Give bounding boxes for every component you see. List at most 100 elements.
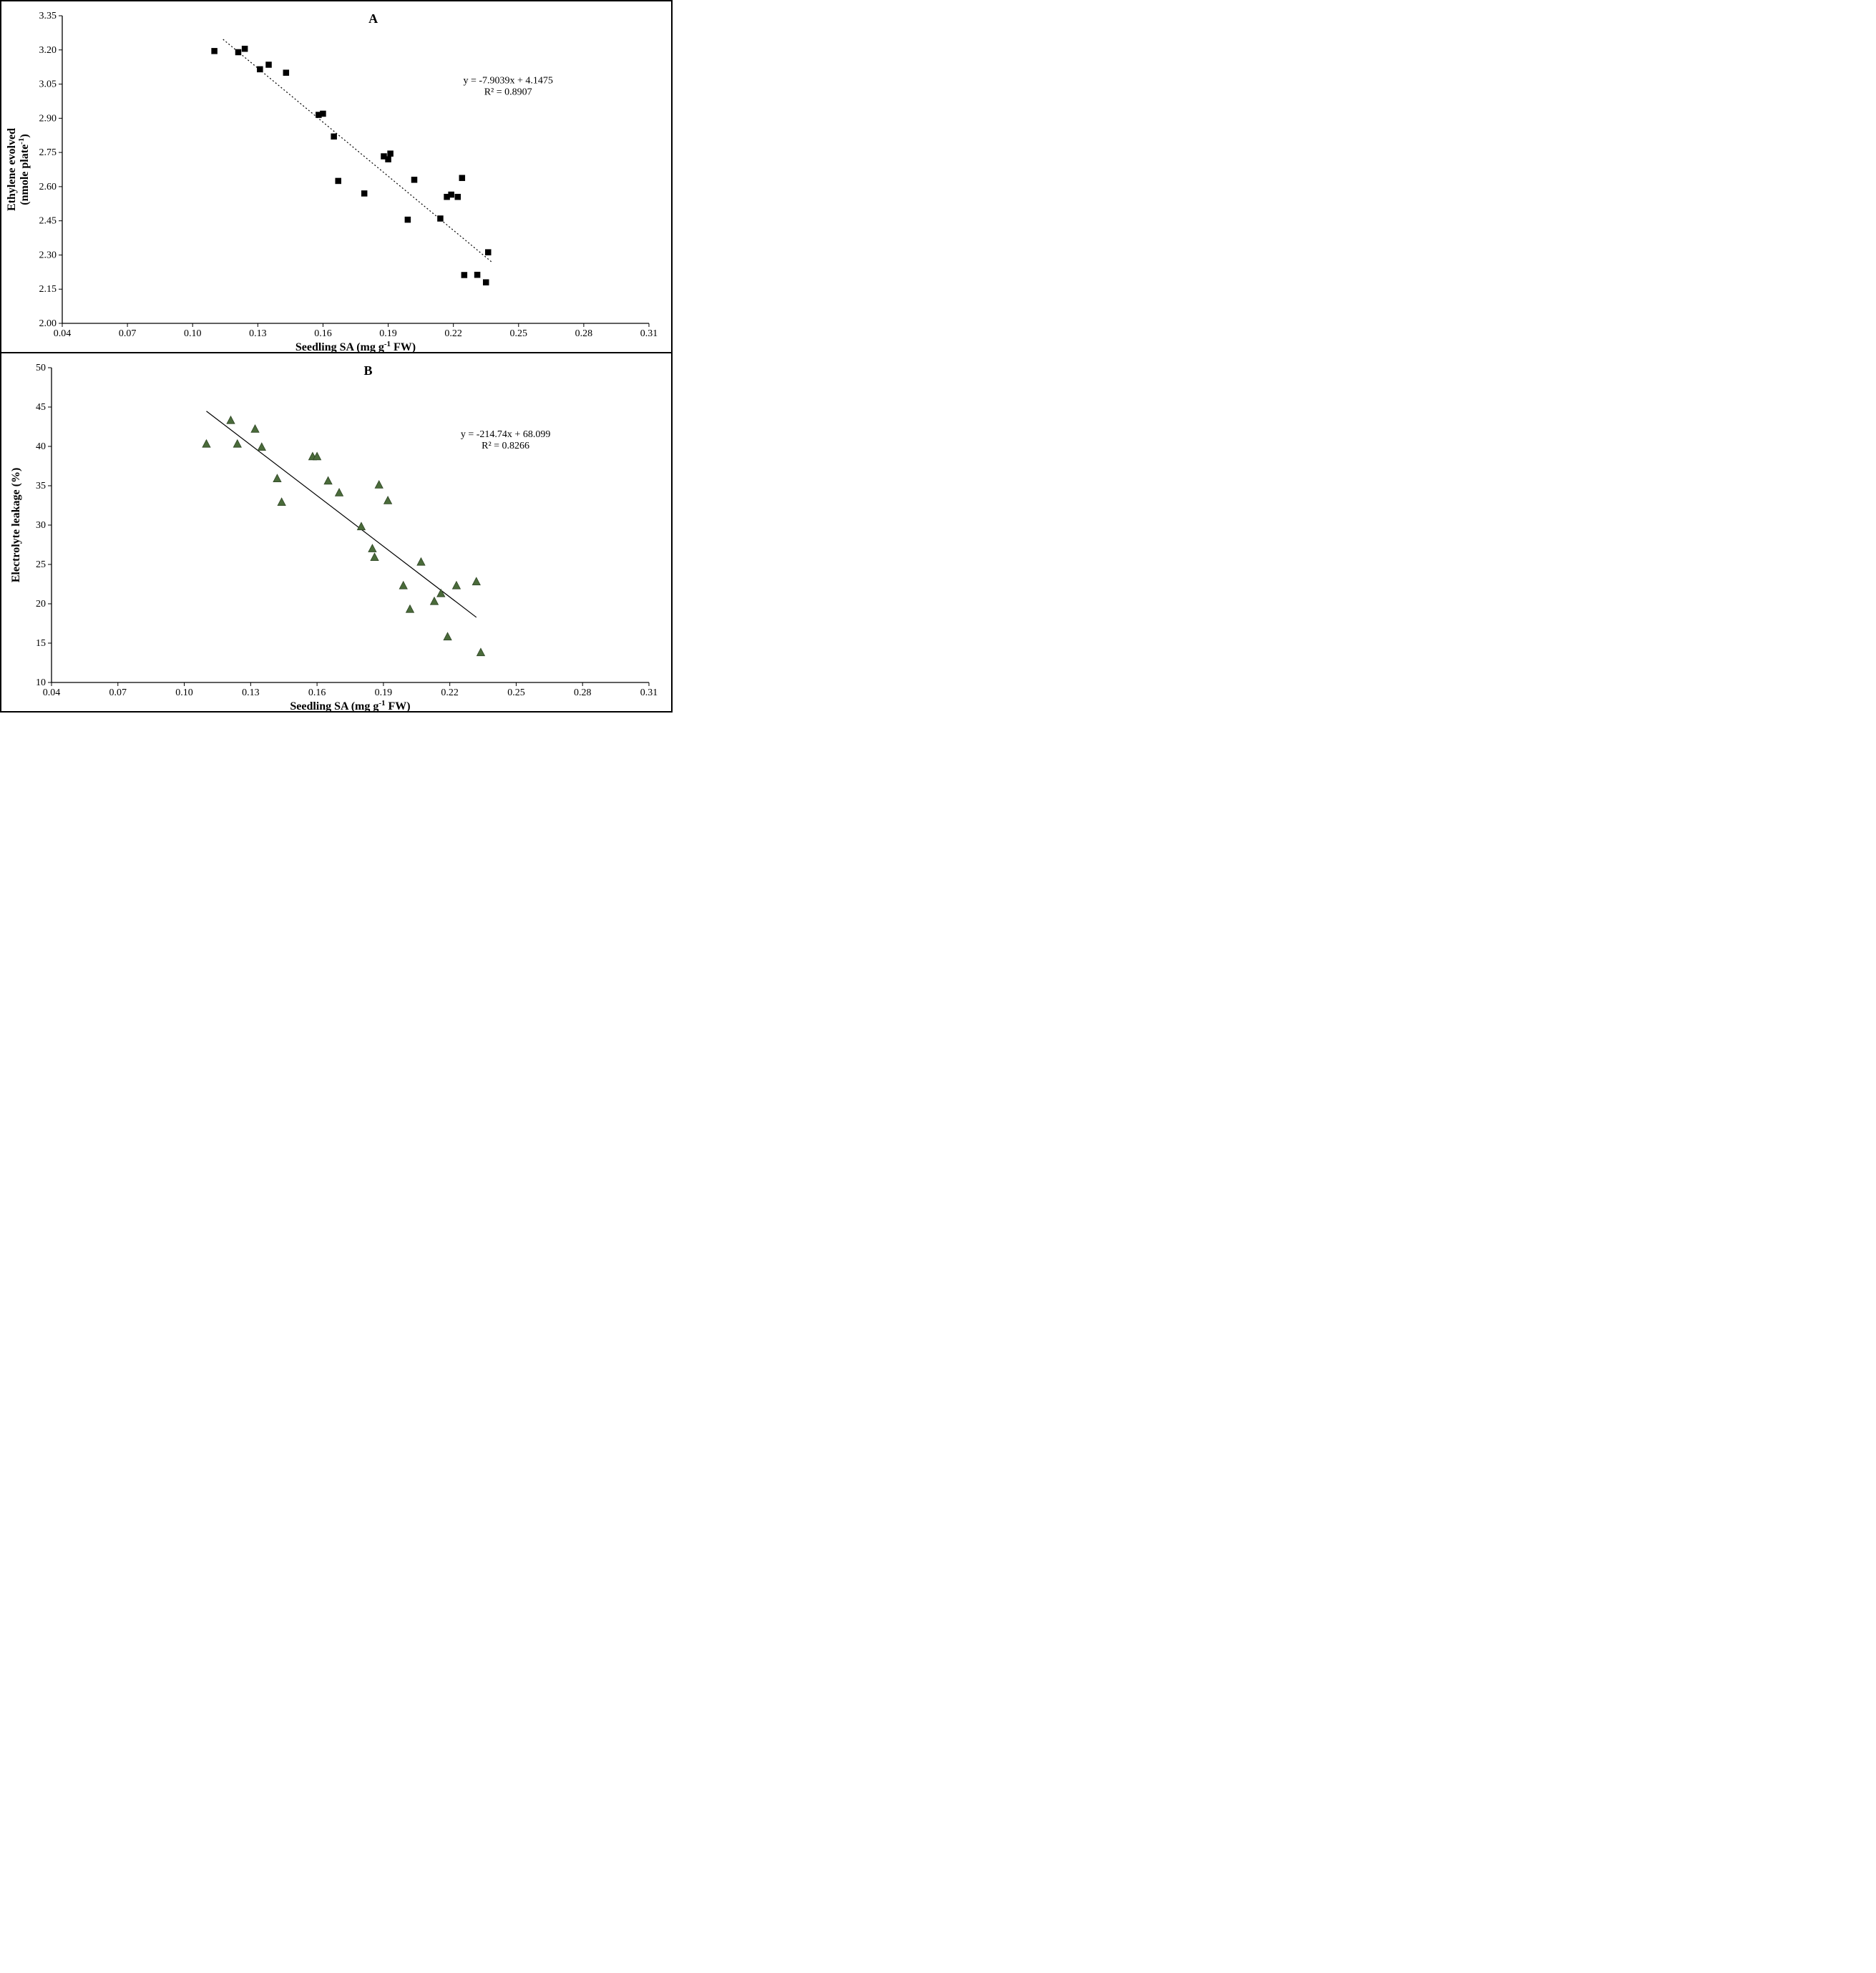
panel-b: 0.04 0.07 0.10 0.13 0.16 0.19 0.22 0.25 0.28 0.31… [1, 353, 671, 711]
y-tick-label: 45 [36, 402, 46, 413]
panel-letter: A [368, 11, 378, 26]
data-point [483, 280, 489, 285]
data-point [384, 496, 392, 504]
x-tick-label: 0.28 [574, 687, 592, 698]
scatter-chart-a: 0.04 0.07 0.10 0.13 0.16 0.19 0.22 0.25 0.28 0.31… [1, 1, 671, 352]
x-tick-label: 0.13 [249, 328, 267, 339]
x-tick-label: 0.31 [640, 687, 658, 698]
data-point [331, 134, 337, 139]
x-tick-label: 0.13 [242, 687, 260, 698]
x-tick-label: 0.16 [308, 687, 326, 698]
x-tick-label: 0.07 [119, 328, 137, 339]
data-point [417, 558, 425, 566]
data-point [405, 217, 411, 222]
data-point [336, 489, 343, 496]
data-point [273, 474, 281, 482]
data-point [242, 46, 248, 52]
y-tick-label: 2.15 [39, 284, 57, 295]
data-point [472, 577, 480, 585]
data-point [431, 597, 439, 605]
data-point [485, 250, 491, 255]
x-tick-label: 0.07 [109, 687, 127, 698]
x-tick-label: 0.19 [375, 687, 393, 698]
trend-line [223, 39, 493, 263]
x-tick-label: 0.04 [54, 328, 72, 339]
data-point [461, 272, 467, 278]
data-point [258, 443, 265, 451]
data-point [212, 48, 218, 54]
data-point [444, 632, 451, 640]
data-point [474, 272, 480, 278]
x-tick-label: 0.28 [575, 328, 593, 339]
data-point [477, 648, 484, 656]
data-point [368, 544, 376, 552]
data-point [388, 151, 394, 157]
scatter-chart-b: 0.04 0.07 0.10 0.13 0.16 0.19 0.22 0.25 0.28 0.31… [1, 353, 671, 711]
data-point [437, 589, 445, 597]
y-tick-label: 20 [36, 599, 46, 609]
data-point [449, 192, 454, 197]
data-point [399, 582, 407, 589]
data-point [235, 49, 241, 55]
data-point [386, 157, 391, 162]
y-tick-label: 2.45 [39, 216, 57, 227]
data-point [411, 177, 417, 182]
x-tick-label: 0.22 [444, 328, 462, 339]
y-tick-label: 10 [36, 677, 46, 688]
data-point [266, 62, 272, 67]
data-point [227, 416, 235, 424]
data-point [371, 553, 378, 561]
y-tick-label: 25 [36, 559, 46, 570]
y-tick-label: 35 [36, 481, 46, 491]
x-axis-title: Seedling SA (mg g-1 FW) [295, 340, 416, 352]
y-tick-label: 3.05 [39, 79, 57, 90]
data-point [357, 522, 365, 530]
figure-container: 0.04 0.07 0.10 0.13 0.16 0.19 0.22 0.25 0.28 0.31… [0, 0, 673, 713]
equation-line: y = -214.74x + 68.099 [461, 429, 550, 440]
x-tick-label: 0.25 [507, 687, 525, 698]
y-axis-title: Electrolyte leakage (%) [10, 468, 22, 583]
data-point [251, 425, 259, 433]
y-tick-label: 3.20 [39, 45, 57, 56]
data-point [257, 67, 263, 72]
y-axis-title: Ethylene evolved(nmole plate-1) [6, 128, 31, 211]
data-point [455, 194, 461, 200]
r-squared: R² = 0.8907 [484, 87, 532, 98]
y-tick-label: 3.35 [39, 11, 57, 21]
data-point [361, 190, 367, 196]
y-tick-label: 2.75 [39, 147, 57, 158]
y-tick-label: 50 [36, 363, 46, 373]
y-tick-label: 2.30 [39, 250, 57, 260]
x-tick-label: 0.16 [314, 328, 332, 339]
panel-a: 0.04 0.07 0.10 0.13 0.16 0.19 0.22 0.25 0.28 0.31… [1, 1, 671, 353]
x-tick-label: 0.10 [175, 687, 193, 698]
x-tick-label: 0.10 [184, 328, 202, 339]
data-point [406, 605, 414, 613]
data-point [324, 476, 332, 484]
y-tick-label: 2.00 [39, 318, 57, 329]
data-point [320, 111, 326, 117]
x-tick-label: 0.31 [640, 328, 658, 339]
data-point [283, 70, 289, 76]
y-tick-label: 15 [36, 638, 46, 649]
data-point [202, 440, 210, 448]
data-point [278, 498, 285, 506]
x-tick-label: 0.25 [510, 328, 528, 339]
panel-letter: B [364, 363, 373, 378]
r-squared: R² = 0.8266 [482, 441, 529, 451]
x-tick-label: 0.04 [43, 687, 61, 698]
data-point [452, 582, 460, 589]
y-tick-label: 2.60 [39, 182, 57, 192]
trend-line [206, 411, 476, 617]
data-point [336, 178, 341, 184]
data-point [437, 215, 443, 221]
x-axis-title: Seedling SA (mg g-1 FW) [290, 699, 410, 711]
y-tick-label: 2.90 [39, 113, 57, 124]
x-tick-label: 0.19 [379, 328, 397, 339]
x-tick-label: 0.22 [441, 687, 459, 698]
y-tick-label: 30 [36, 520, 46, 531]
y-tick-label: 40 [36, 441, 46, 452]
data-point [233, 440, 241, 448]
data-point [375, 481, 383, 489]
equation-line: y = -7.9039x + 4.1475 [463, 76, 552, 87]
